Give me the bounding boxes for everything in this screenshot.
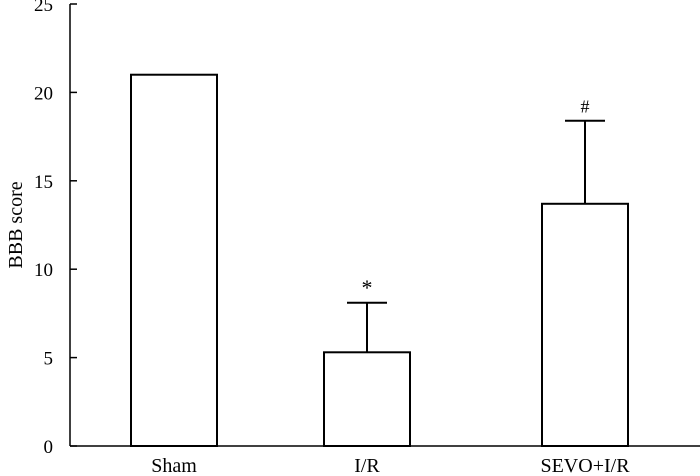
- y-tick-label: 10: [34, 260, 53, 281]
- bars: [130, 73, 629, 447]
- significance-marker: #: [581, 97, 590, 117]
- x-category-label: SEVO+I/R: [540, 455, 630, 476]
- bar-i-r: [323, 351, 411, 447]
- y-axis-label: BBB score: [5, 181, 27, 268]
- y-tick-label: 5: [44, 349, 54, 370]
- y-tick-label: 15: [34, 172, 53, 193]
- x-axis-labels: Sham I/R SEVO+I/R: [151, 455, 630, 476]
- significance-marker: *: [362, 275, 373, 300]
- y-tick-label: 0: [44, 437, 54, 458]
- bar-sevo-i-r: [541, 202, 629, 447]
- y-tick-label: 25: [34, 0, 53, 16]
- x-category-label: Sham: [151, 455, 197, 476]
- error-bars: *#: [347, 97, 605, 353]
- y-tick-label: 20: [34, 83, 53, 104]
- bar-sham: [130, 73, 218, 447]
- x-category-label: I/R: [354, 455, 380, 476]
